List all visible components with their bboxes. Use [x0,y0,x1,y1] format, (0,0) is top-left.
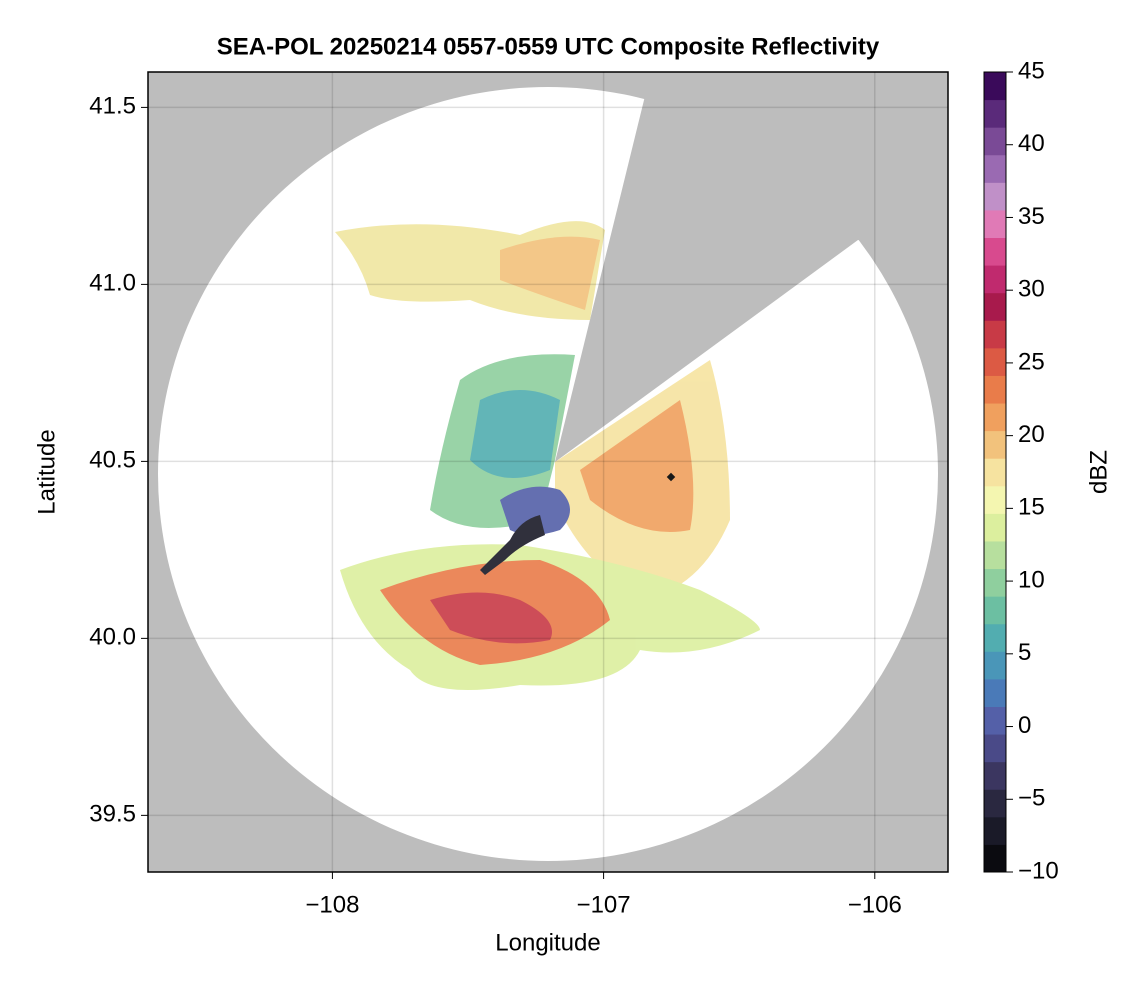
x-tick-label: −108 [305,891,359,918]
colorbar-tick-label: 45 [1018,57,1045,84]
colorbar-label: dBZ [1085,450,1112,494]
colorbar-tick-label: 15 [1018,494,1045,521]
colorbar-tick-label: 5 [1018,639,1031,666]
colorbar-swatch [984,375,1006,404]
colorbar-frame [983,71,1007,873]
colorbar-swatch [984,568,1006,597]
colorbar-swatch [984,127,1006,156]
colorbar-swatch [984,706,1006,735]
y-tick-label: 41.0 [89,270,136,297]
colorbar-swatch [984,844,1006,873]
colorbar-swatch [984,651,1006,680]
colorbar-swatch [984,816,1006,845]
colorbar-tick-label: 25 [1018,348,1045,375]
colorbar-swatch [984,623,1006,652]
colorbar-tick-label: 35 [1018,203,1045,230]
colorbar-tick-label: −10 [1018,857,1059,884]
colorbar-swatch [984,430,1006,459]
colorbar-swatch [984,678,1006,707]
colorbar-swatch [984,265,1006,294]
x-tick-label: −107 [577,891,631,918]
colorbar-swatch [984,72,1006,101]
colorbar-swatch [984,540,1006,570]
colorbar-swatch [984,596,1006,625]
colorbar-tick-label: −5 [1018,785,1045,812]
colorbar-swatch [984,292,1006,321]
colorbar-tick-label: 20 [1018,421,1045,448]
chart-title: SEA-POL 20250214 0557-0559 UTC Composite… [217,33,880,60]
colorbar-swatch [984,458,1006,487]
colorbar-tick-label: 40 [1018,130,1045,157]
colorbar-swatch [984,761,1006,790]
y-tick-label: 40.5 [89,447,136,474]
colorbar-swatch [984,237,1006,266]
colorbar-swatch [984,154,1006,183]
plot-frame [147,71,949,873]
colorbar-tick-label: 30 [1018,276,1045,303]
blocked-sector [555,72,948,462]
colorbar-tick-label: 0 [1018,712,1031,739]
colorbar-swatch [984,209,1006,239]
colorbar-swatch [984,182,1006,211]
x-axis-label: Longitude [495,929,600,956]
y-axis-label: Latitude [33,429,60,514]
y-tick-label: 40.0 [89,624,136,651]
radar-field [148,72,948,872]
colorbar-tick-label: 10 [1018,566,1045,593]
colorbar-swatch [984,320,1006,349]
x-tick-label: −106 [848,891,902,918]
colorbar-swatch [984,403,1006,432]
colorbar-swatch [984,99,1006,128]
colorbar-swatch [984,734,1006,763]
colorbar-swatch [984,513,1006,542]
echoes [335,221,760,690]
colorbar-swatch [984,485,1006,514]
colorbar-swatch [984,347,1006,376]
y-tick-label: 41.5 [89,93,136,120]
y-tick-label: 39.5 [89,801,136,828]
colorbar-swatch [984,789,1006,818]
